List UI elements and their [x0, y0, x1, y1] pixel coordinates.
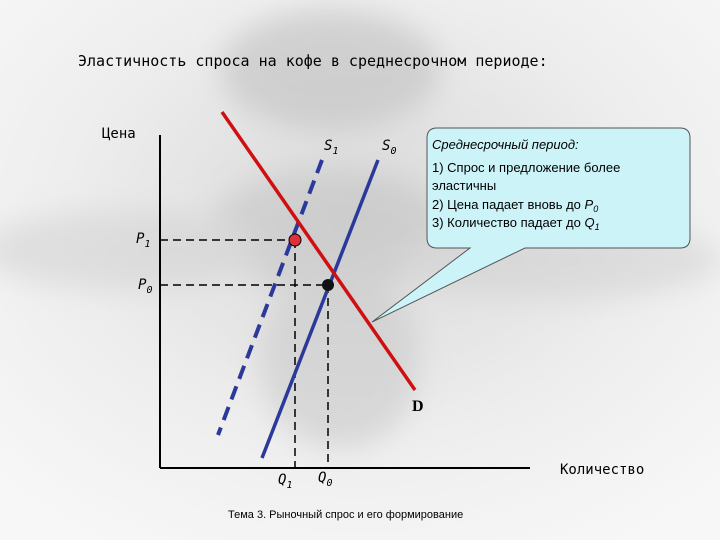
curve-label: D: [412, 398, 424, 415]
callout-box: [371, 127, 691, 323]
callout-line: 3) Количество падает до Q1: [432, 215, 600, 232]
price-label: P1: [136, 231, 150, 250]
supply-curve-s1: [216, 159, 324, 436]
quantity-label: Q1: [278, 472, 292, 491]
x-axis-label: Количество: [560, 462, 644, 478]
demand-curve: [220, 111, 417, 391]
equilibrium-point: [288, 233, 302, 247]
callout-line: 1) Спрос и предложение более: [432, 160, 620, 175]
y-axis-label: Цена: [102, 126, 136, 142]
callout-line: 2) Цена падает вновь до P0: [432, 197, 598, 214]
supply-curve-s0: [260, 159, 380, 459]
curve-label: S1: [324, 138, 338, 157]
footer: Тема 3. Рыночный спрос и его формировани…: [228, 509, 463, 521]
callout-line: эластичны: [432, 178, 496, 193]
quantity-label: Q0: [318, 470, 332, 489]
callout-heading: Среднесрочный период:: [432, 137, 579, 152]
price-label: P0: [138, 277, 152, 296]
curve-label: S0: [382, 138, 396, 157]
guide-lines: [160, 239, 329, 468]
equilibrium-point: [322, 279, 334, 291]
title: Эластичность спроса на кофе в среднесроч…: [78, 52, 548, 70]
